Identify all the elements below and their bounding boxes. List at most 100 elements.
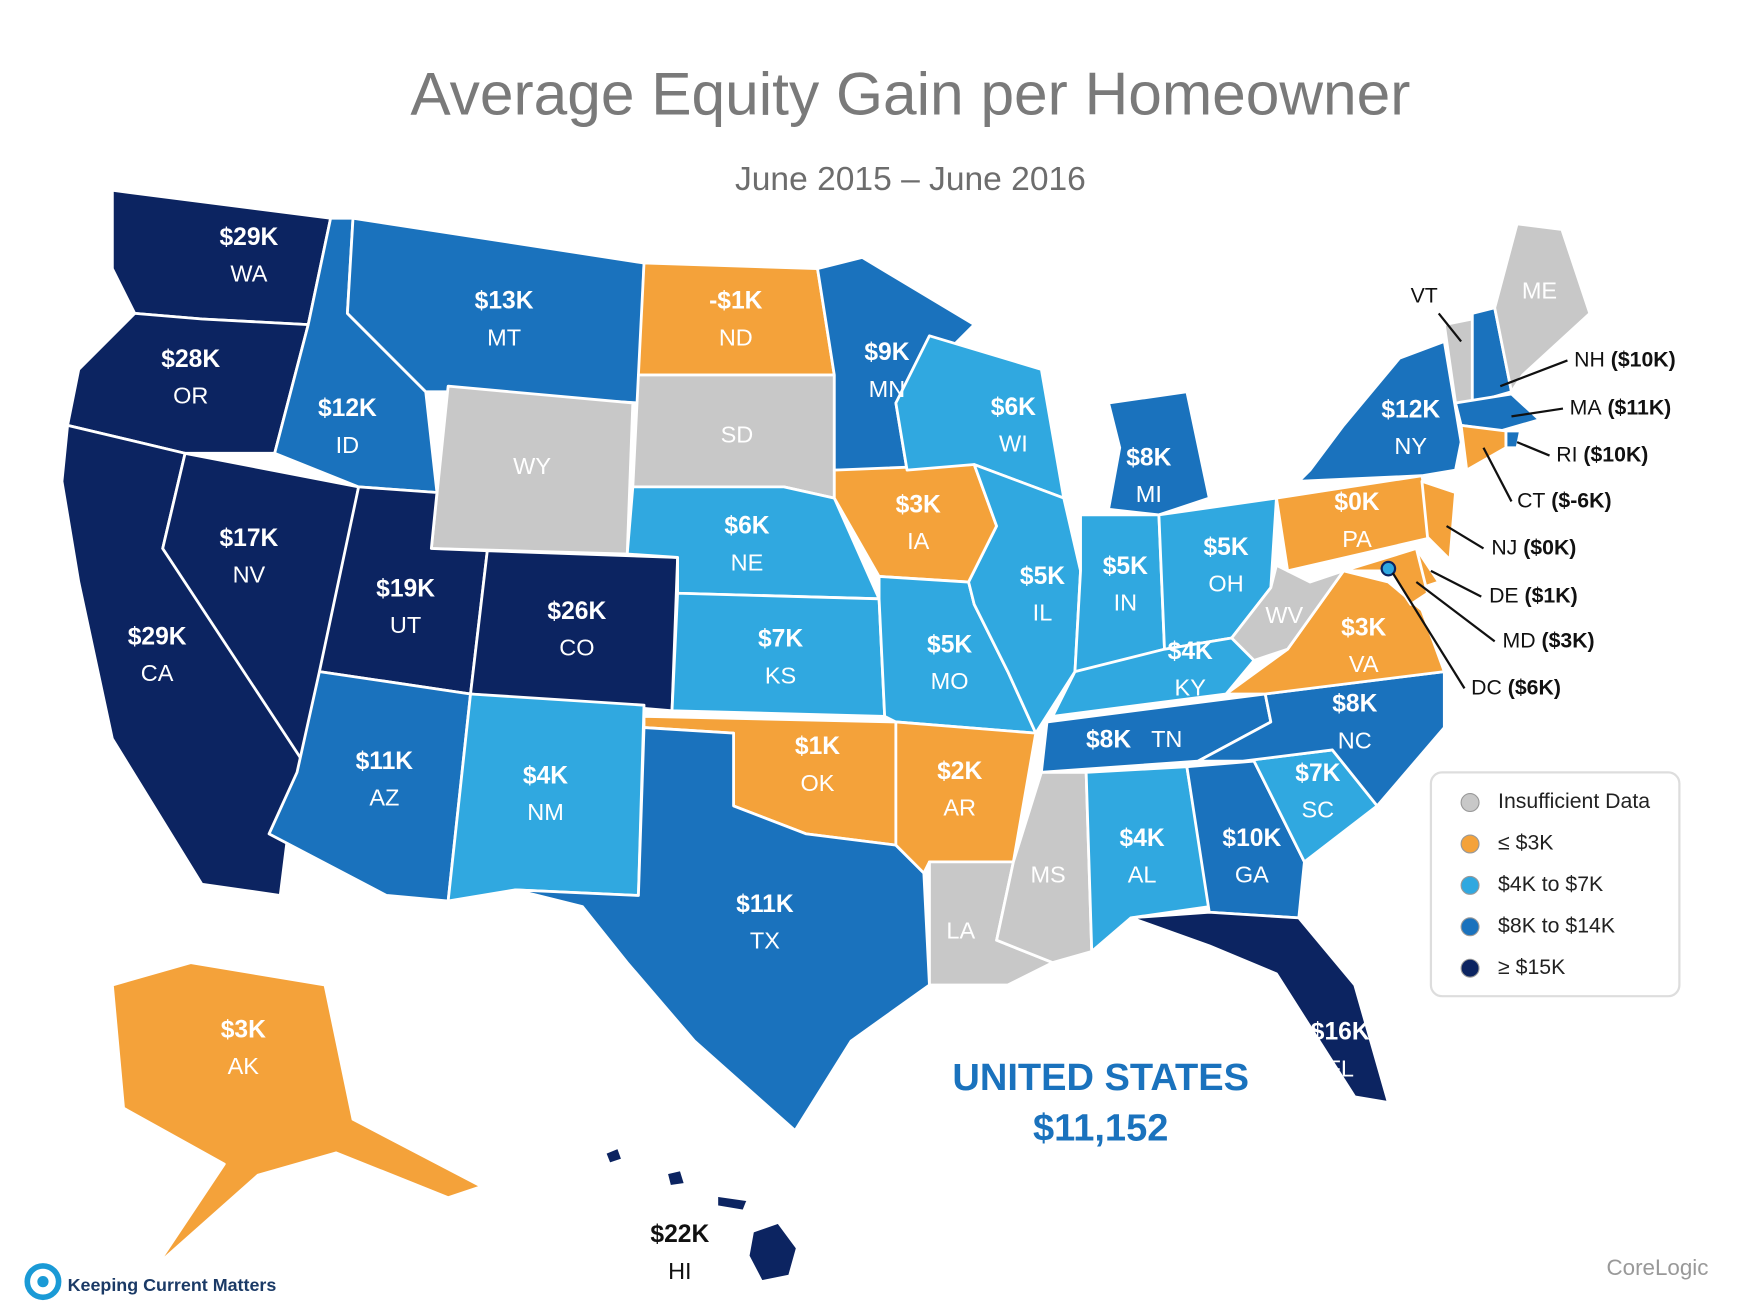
callout-line (1445, 525, 1485, 550)
state-code: HI (668, 1258, 692, 1284)
state-value: $6K (724, 513, 769, 540)
state-ct (1459, 423, 1508, 472)
state-code: MI (1136, 481, 1162, 507)
callout-label: DE ($1K) (1489, 583, 1578, 607)
state-value: -$1K (709, 288, 763, 315)
state-ri (1504, 429, 1522, 450)
states (60, 188, 1592, 1284)
state-code: IA (907, 528, 930, 554)
state-value: $4K (1168, 638, 1213, 665)
legend: Insufficient Data ≤ $3K $4K to $7K $8K to $… (1460, 789, 1650, 979)
callout-line (1499, 359, 1568, 388)
state-hi (715, 1194, 750, 1213)
legend-swatch (1460, 834, 1480, 854)
callout-label: RI ($10K) (1556, 442, 1648, 466)
callout-line (1391, 572, 1466, 689)
legend-swatch (1460, 875, 1480, 895)
state-code: MO (931, 668, 969, 694)
state-code: ME (1522, 277, 1557, 303)
state-code: RI (1556, 442, 1577, 466)
legend-label: Insufficient Data (1498, 789, 1650, 813)
state-value: $4K (1120, 825, 1165, 852)
state-code: WA (230, 261, 267, 287)
state-ks (670, 591, 887, 718)
state-value: $16K (1311, 1019, 1370, 1046)
state-value: ($3K) (1542, 628, 1595, 652)
state-code: MN (869, 376, 906, 402)
callout-line (1430, 569, 1482, 598)
state-value: $8K (1126, 444, 1171, 471)
callout-line (1437, 312, 1462, 343)
state-value: $4K (523, 762, 568, 789)
state-value: $8K (1332, 691, 1377, 718)
state-code: VA (1349, 651, 1379, 677)
callout-label: MA ($11K) (1570, 395, 1672, 419)
state-value: ($-6K) (1551, 488, 1611, 512)
state-value: $0K (1334, 489, 1379, 516)
callout-line (1482, 447, 1513, 502)
state-value: $22K (650, 1221, 709, 1248)
state-value: $29K (219, 224, 278, 251)
state-code: WV (1265, 602, 1303, 628)
state-code: GA (1235, 862, 1269, 888)
state-value: $9K (864, 339, 909, 366)
legend-label: ≤ $3K (1498, 831, 1553, 855)
state-value: $19K (376, 575, 435, 602)
state-code: NH (1574, 347, 1605, 371)
state-code: NJ (1491, 535, 1517, 559)
state-code: UT (390, 612, 421, 638)
state-code: OK (801, 770, 835, 796)
state-nd (637, 261, 836, 377)
state-code: CT (1517, 488, 1545, 512)
callout-label: NJ ($0K) (1491, 535, 1576, 559)
brand-logo (24, 1263, 62, 1301)
state-code: CA (141, 660, 174, 686)
state-code: DE (1489, 583, 1519, 607)
state-code: ND (719, 324, 753, 350)
state-ny (1297, 339, 1463, 483)
state-value: ($0K) (1523, 535, 1576, 559)
state-value: ($1K) (1525, 583, 1578, 607)
state-code: KY (1175, 675, 1207, 701)
callout-label: CT ($-6K) (1517, 488, 1611, 512)
summary-value: $11,152 (1033, 1108, 1168, 1150)
state-code: AK (228, 1053, 260, 1079)
state-code: OR (173, 383, 208, 409)
state-value: $3K (896, 491, 941, 518)
state-hi (746, 1220, 799, 1284)
state-code: TX (750, 928, 780, 954)
state-code: SD (721, 422, 754, 448)
state-code: NV (233, 562, 266, 588)
state-code: LA (946, 918, 975, 944)
legend-label: $8K to $14K (1498, 913, 1615, 937)
state-value: ($6K) (1508, 675, 1561, 699)
state-code: NY (1394, 433, 1427, 459)
state-value: $5K (1103, 553, 1148, 580)
state-dc (1380, 560, 1397, 577)
callout-line (1511, 407, 1564, 418)
source: CoreLogic (1606, 1255, 1708, 1280)
callout-line (1516, 441, 1550, 457)
state-value: $28K (161, 346, 220, 373)
state-code: NC (1338, 727, 1372, 753)
state-value: $2K (937, 758, 982, 785)
legend-swatch (1460, 793, 1480, 813)
state-nj (1420, 479, 1457, 562)
state-wa (110, 188, 333, 326)
state-labels: $29K WA $28K OR $29K CA $17K NV $12K ID $13K MT WY $1… (128, 224, 1676, 1284)
state-value: $13K (475, 288, 534, 315)
state-code: NM (527, 799, 564, 825)
state-value: $6K (991, 394, 1036, 421)
state-or (66, 312, 310, 455)
state-value: $29K (128, 624, 187, 651)
legend-swatch (1460, 958, 1480, 978)
state-value: ($10K) (1611, 347, 1676, 371)
state-code: FL (1327, 1055, 1354, 1081)
state-value: $3K (221, 1016, 266, 1043)
state-code: VT (1411, 283, 1438, 307)
state-hi (603, 1145, 625, 1166)
state-il (967, 463, 1082, 735)
state-code: MD (1503, 628, 1536, 652)
